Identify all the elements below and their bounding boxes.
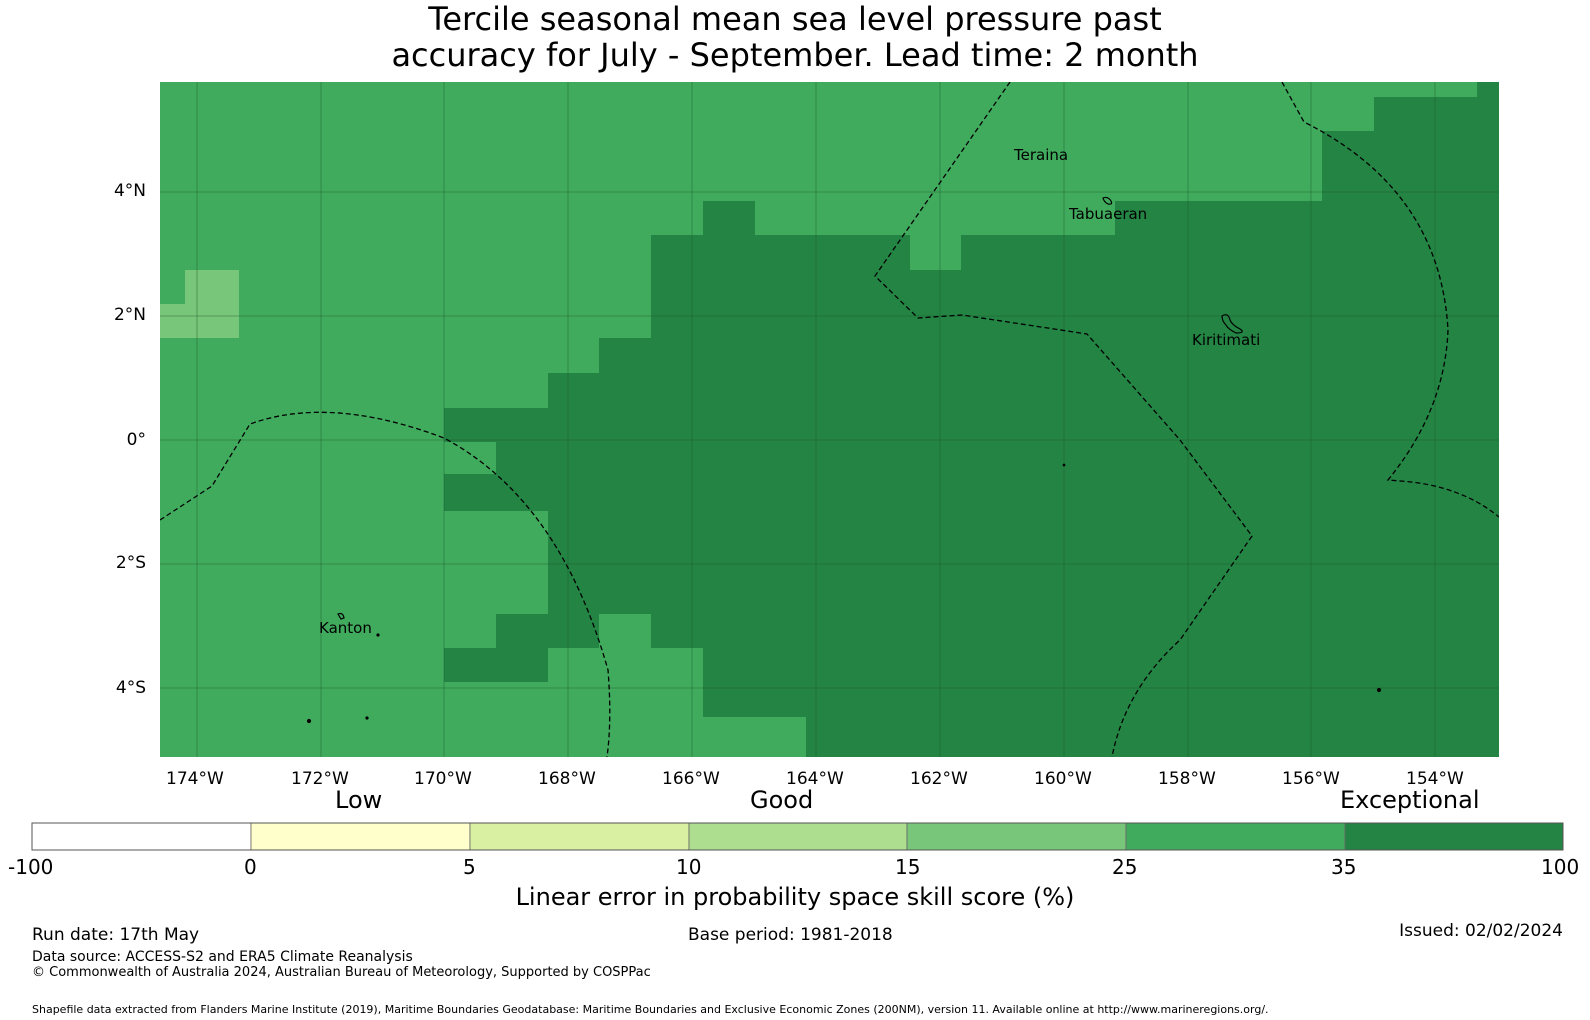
skill-region-light: [160, 304, 185, 338]
legend-category-good: Good: [750, 786, 814, 814]
kiritimati-island: [1221, 314, 1243, 334]
lon-label: 156°W: [1282, 769, 1340, 789]
legend-tick: 100: [1541, 855, 1580, 879]
data-source: Data source: ACCESS-S2 and ERA5 Climate …: [32, 949, 413, 965]
legend-tick: 35: [1331, 855, 1357, 879]
map-area: Teraina Tabuaeran Kiritimati Kanton: [160, 82, 1499, 757]
islet: [1376, 687, 1382, 693]
place-label-teraina: Teraina: [1013, 146, 1068, 164]
lon-label: 158°W: [1158, 769, 1216, 789]
legend-tick: 25: [1112, 855, 1138, 879]
skill-region-high: [444, 82, 1499, 757]
lon-label: 160°W: [1034, 769, 1092, 789]
place-label-kiritimati: Kiritimati: [1192, 331, 1260, 349]
legend-tick: 5: [463, 855, 476, 879]
islet: [365, 716, 369, 720]
colorbar-segment: [1344, 822, 1564, 851]
lat-label-4n: 4°N: [113, 181, 146, 201]
islet: [306, 718, 312, 724]
copyright: © Commonwealth of Australia 2024, Austra…: [32, 965, 651, 980]
colorbar-segment: [906, 822, 1127, 851]
map-title-line-1: Tercile seasonal mean sea level pressure…: [428, 0, 1162, 38]
skill-region-light: [185, 270, 239, 338]
legend-axis-label: Linear error in probability space skill …: [515, 883, 1075, 911]
colorbar-segment: [469, 822, 690, 851]
tabuaeran-island: [1102, 196, 1113, 205]
colorbar-segment: [250, 822, 471, 851]
legend-tick: 10: [676, 855, 702, 879]
shapefile-credit: Shapefile data extracted from Flanders M…: [32, 1003, 1269, 1016]
legend-tick: 15: [895, 855, 921, 879]
lat-label-0: 0°: [126, 430, 146, 450]
colorbar-frame: [31, 822, 1564, 851]
lon-label: 170°W: [414, 769, 472, 789]
legend-category-low: Low: [335, 786, 383, 814]
lon-label: 168°W: [538, 769, 596, 789]
legend-category-exceptional: Exceptional: [1340, 786, 1480, 814]
legend-tick: -100: [8, 855, 54, 879]
issued-date: Issued: 02/02/2024: [1399, 921, 1563, 941]
lon-label: 166°W: [662, 769, 720, 789]
legend-colorbar: [31, 822, 1564, 851]
lon-label: 162°W: [910, 769, 968, 789]
place-label-kanton: Kanton: [319, 619, 372, 637]
map-gridlines: [160, 82, 1499, 757]
lat-label-2n: 2°N: [113, 305, 146, 325]
place-label-tabuaeran: Tabuaeran: [1068, 205, 1147, 223]
lat-label-4s: 4°S: [115, 678, 146, 698]
lon-label: 164°W: [786, 769, 844, 789]
lat-label-2s: 2°S: [115, 553, 146, 573]
base-period: Base period: 1981-2018: [688, 925, 893, 945]
islet: [1062, 463, 1066, 467]
lon-label: 174°W: [166, 769, 224, 789]
run-date: Run date: 17th May: [32, 925, 200, 945]
lon-label: 154°W: [1406, 769, 1464, 789]
kanton-island: [337, 612, 345, 620]
eez-boundaries: [160, 82, 1499, 757]
lon-label: 172°W: [291, 769, 349, 789]
colorbar-segment: [688, 822, 908, 851]
colorbar-segment: [1125, 822, 1346, 851]
legend-tick: 0: [244, 855, 257, 879]
islet: [376, 633, 380, 637]
map-title-line-2: accuracy for July - September. Lead time…: [391, 36, 1199, 74]
islands: [306, 196, 1382, 724]
colorbar-segment: [31, 822, 252, 851]
